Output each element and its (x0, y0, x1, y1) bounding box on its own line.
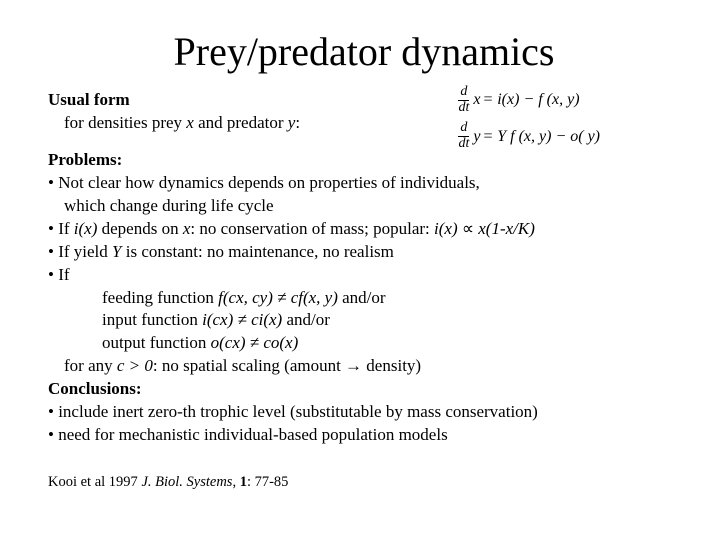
eq2-rest: = Y f (x, y) − o( y) (480, 129, 600, 145)
slide-title: Prey/predator dynamics (48, 28, 680, 75)
reference: Kooi et al 1997 J. Biol. Systems, 1: 77-… (48, 473, 680, 493)
problem-1a: • Not clear how dynamics depends on prop… (48, 172, 680, 195)
eq1-dt: dt (456, 101, 471, 116)
equation-1: d dt x = i(x) − f (x, y) (456, 85, 600, 115)
conclusions-heading: Conclusions: (48, 378, 680, 401)
eq2-var: y (473, 129, 480, 145)
problem-4a: feeding function f(cx, cy) ≠ cf(x, y) an… (48, 287, 680, 310)
problem-4d: for any c > 0: no spatial scaling (amoun… (48, 355, 680, 378)
eq1-rest: = i(x) − f (x, y) (480, 92, 579, 108)
equations-block: d dt x = i(x) − f (x, y) d dt y = Y f (x… (456, 85, 600, 158)
eq2-dt: dt (456, 137, 471, 152)
eq2-d: d (458, 121, 469, 137)
eq1-var: x (473, 92, 480, 108)
eq1-d: d (458, 85, 469, 101)
problem-4: • If (48, 264, 680, 287)
problem-1b: which change during life cycle (48, 195, 680, 218)
equation-2: d dt y = Y f (x, y) − o( y) (456, 121, 600, 151)
problem-3: • If yield Y is constant: no maintenance… (48, 241, 680, 264)
problem-4b: input function i(cx) ≠ ci(x) and/or (48, 309, 680, 332)
conclusion-2: • need for mechanistic individual-based … (48, 424, 680, 447)
conclusion-1: • include inert zero-th trophic level (s… (48, 401, 680, 424)
problem-2: • If i(x) depends on x: no conservation … (48, 218, 680, 241)
problem-4c: output function o(cx) ≠ co(x) (48, 332, 680, 355)
